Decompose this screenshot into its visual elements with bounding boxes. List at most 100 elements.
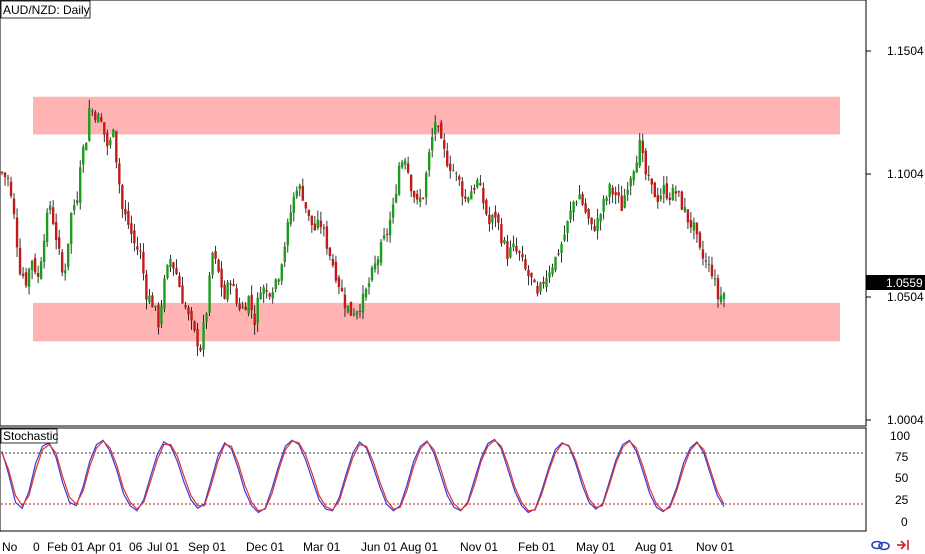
candle-body [388,219,392,236]
candle-body [620,195,623,211]
candle-body [139,250,142,252]
price-axis: 1.1504 1.1004 1.0504 1.0004 [866,44,924,427]
time-tick-label: Aug 01 [400,540,438,554]
candle-body [154,305,157,308]
candle-body [689,220,693,228]
candle-body [160,305,163,325]
candle-body [373,263,377,270]
candle-body [430,136,434,151]
candle-body [548,272,551,278]
arrow-right-to-line-icon[interactable] [897,540,909,550]
price-zone [33,96,840,135]
candle-body [665,183,669,199]
candle-body [178,276,181,288]
candle-body [60,252,64,273]
candle-body [464,196,467,199]
candle-body [250,294,253,311]
candle-body [545,277,548,288]
candle-body [235,288,238,304]
candle-body [85,142,88,151]
candle-body [169,258,172,267]
candle-body [563,234,566,241]
candle-body [205,313,208,322]
candle-body [42,240,46,263]
candle-body [394,194,398,203]
candle-body [385,233,389,235]
candle-body [391,204,395,218]
candle-body [166,265,169,278]
candle-body [289,212,292,224]
candle-body [443,140,446,149]
candle-body [364,288,368,298]
candle-body [530,272,533,278]
chart-title-box [0,0,91,19]
candle-body [611,187,614,195]
candle-body [295,190,299,197]
candle-body [262,287,265,294]
candle-body [674,191,678,194]
stoch-tick-label: 0 [901,515,908,529]
main-panel[interactable] [0,0,867,427]
candle-body [54,222,58,240]
candle-body [650,178,653,185]
candle-body [473,187,476,191]
candle-body [482,188,485,204]
candle-body [641,140,644,154]
candle-body [184,305,187,308]
candle-body [686,209,690,223]
candle-body [716,278,720,300]
candle-body [301,185,305,201]
time-tick-label: No [2,540,18,554]
candle-body [253,313,256,326]
candle-body [199,347,202,351]
candle-body [569,210,572,220]
candle-body [424,172,428,198]
candle-body [319,220,323,228]
candle-body [358,310,362,312]
candle-body [403,160,407,165]
candle-body [229,283,232,285]
time-tick-label: Jun 01 [361,540,397,554]
candle-body [277,279,280,282]
candle-body [349,301,353,316]
candle-body [494,211,497,218]
candle-body [557,253,560,255]
candle-body [440,122,443,139]
candles [0,99,726,357]
candle-body [476,180,479,188]
candle-body [626,189,629,195]
link-chain-icon[interactable] [871,540,890,551]
candle-body [66,243,70,267]
candle-body [659,195,663,200]
stochastic-title: Stochastic [3,429,58,443]
candle-body [566,221,569,234]
candle-body [112,129,115,137]
candle-body [509,247,512,258]
candle-body [379,242,383,263]
time-tick-label: Aug 01 [635,540,673,554]
stoch-tick-label: 100 [890,429,910,443]
support-resistance-zones [33,96,840,342]
candle-body [193,321,196,331]
candle-body [560,244,563,253]
candle-body [722,293,726,300]
candle-body [671,187,675,201]
candle-body [181,285,184,304]
candle-body [470,191,473,200]
candle-body [695,222,699,235]
candle-body [274,279,277,289]
candle-body [343,294,347,309]
time-axis: No 0 Feb 01 Apr 01 06 Jul 01 Sep 01 Dec … [2,540,734,554]
candle-body [208,275,211,313]
candle-body [286,222,289,246]
candle-body [124,209,127,215]
candle-body [307,209,311,216]
stochastic-panel[interactable] [0,427,867,532]
candle-body [136,246,139,250]
candle-body [283,246,286,263]
candle-body [337,277,341,288]
candle-body [515,245,518,252]
candle-body [397,165,401,195]
candle-body [632,171,635,181]
candle-body [244,306,247,311]
